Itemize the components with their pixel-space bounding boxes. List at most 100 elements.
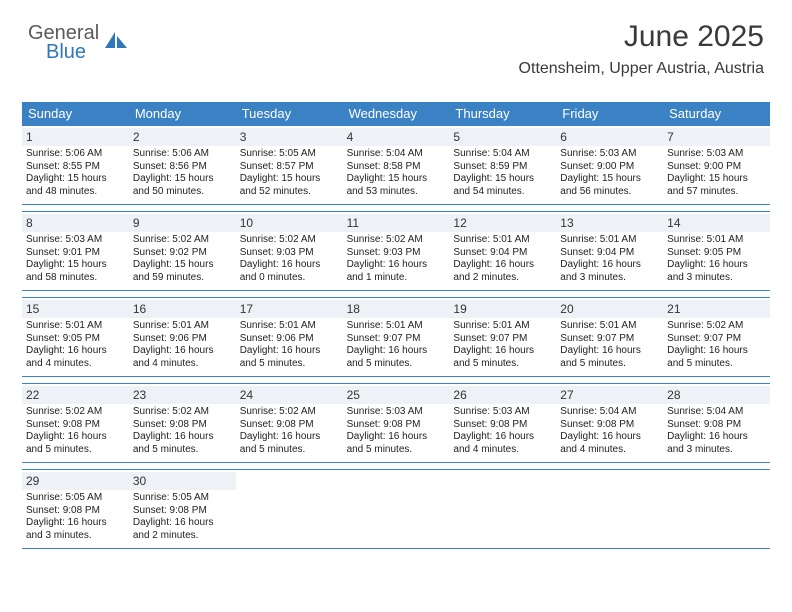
day-number: 24 — [236, 386, 343, 404]
sunset-text: Sunset: 9:08 PM — [26, 505, 125, 518]
sunrise-text: Sunrise: 5:05 AM — [240, 148, 339, 161]
sunset-text: Sunset: 9:06 PM — [133, 333, 232, 346]
sunrise-text: Sunrise: 5:03 AM — [667, 148, 766, 161]
daylight-text: Daylight: 16 hours and 4 minutes. — [560, 431, 659, 456]
sunset-text: Sunset: 9:01 PM — [26, 247, 125, 260]
day-number: 17 — [236, 300, 343, 318]
day-number: 20 — [556, 300, 663, 318]
sunrise-text: Sunrise: 5:01 AM — [560, 320, 659, 333]
day-number: 16 — [129, 300, 236, 318]
day-number: 28 — [663, 386, 770, 404]
day-number: 7 — [663, 128, 770, 146]
day-number: 23 — [129, 386, 236, 404]
day-cell: 30Sunrise: 5:05 AMSunset: 9:08 PMDayligh… — [129, 470, 236, 548]
sunrise-text: Sunrise: 5:01 AM — [347, 320, 446, 333]
daylight-text: Daylight: 16 hours and 3 minutes. — [560, 259, 659, 284]
day-number: 12 — [449, 214, 556, 232]
week-row: 8Sunrise: 5:03 AMSunset: 9:01 PMDaylight… — [22, 211, 770, 291]
sunset-text: Sunset: 9:04 PM — [453, 247, 552, 260]
daylight-text: Daylight: 16 hours and 3 minutes. — [667, 431, 766, 456]
day-cell — [343, 470, 450, 548]
sunrise-text: Sunrise: 5:01 AM — [560, 234, 659, 247]
sunset-text: Sunset: 9:00 PM — [667, 161, 766, 174]
sunrise-text: Sunrise: 5:02 AM — [133, 406, 232, 419]
day-cell: 6Sunrise: 5:03 AMSunset: 9:00 PMDaylight… — [556, 126, 663, 204]
day-cell: 17Sunrise: 5:01 AMSunset: 9:06 PMDayligh… — [236, 298, 343, 376]
sunset-text: Sunset: 9:07 PM — [347, 333, 446, 346]
sunset-text: Sunset: 9:08 PM — [240, 419, 339, 432]
day-cell: 3Sunrise: 5:05 AMSunset: 8:57 PMDaylight… — [236, 126, 343, 204]
day-number: 30 — [129, 472, 236, 490]
daylight-text: Daylight: 15 hours and 54 minutes. — [453, 173, 552, 198]
daylight-text: Daylight: 16 hours and 0 minutes. — [240, 259, 339, 284]
daylight-text: Daylight: 16 hours and 2 minutes. — [453, 259, 552, 284]
daylight-text: Daylight: 16 hours and 2 minutes. — [133, 517, 232, 542]
sunrise-text: Sunrise: 5:03 AM — [453, 406, 552, 419]
daylight-text: Daylight: 16 hours and 4 minutes. — [26, 345, 125, 370]
sunset-text: Sunset: 9:08 PM — [667, 419, 766, 432]
daylight-text: Daylight: 15 hours and 58 minutes. — [26, 259, 125, 284]
sunset-text: Sunset: 8:55 PM — [26, 161, 125, 174]
daylight-text: Daylight: 16 hours and 1 minute. — [347, 259, 446, 284]
sunset-text: Sunset: 9:00 PM — [560, 161, 659, 174]
sunrise-text: Sunrise: 5:04 AM — [347, 148, 446, 161]
weeks-container: 1Sunrise: 5:06 AMSunset: 8:55 PMDaylight… — [22, 125, 770, 549]
daylight-text: Daylight: 15 hours and 59 minutes. — [133, 259, 232, 284]
day-cell: 7Sunrise: 5:03 AMSunset: 9:00 PMDaylight… — [663, 126, 770, 204]
sunrise-text: Sunrise: 5:01 AM — [133, 320, 232, 333]
sunset-text: Sunset: 9:03 PM — [240, 247, 339, 260]
sunset-text: Sunset: 9:08 PM — [133, 419, 232, 432]
sunset-text: Sunset: 9:04 PM — [560, 247, 659, 260]
day-cell: 5 Sunrise: 5:04 AMSunset: 8:59 PMDaylight… — [449, 126, 556, 204]
day-header: Wednesday — [343, 102, 450, 125]
day-cell: 26Sunrise: 5:03 AMSunset: 9:08 PMDayligh… — [449, 384, 556, 462]
day-cell: 8Sunrise: 5:03 AMSunset: 9:01 PMDaylight… — [22, 212, 129, 290]
day-cell: 4Sunrise: 5:04 AMSunset: 8:58 PMDaylight… — [343, 126, 450, 204]
sunrise-text: Sunrise: 5:02 AM — [133, 234, 232, 247]
sunrise-text: Sunrise: 5:04 AM — [453, 148, 552, 161]
page: General Blue June 2025 Ottensheim, Upper… — [0, 0, 792, 612]
day-number: 13 — [556, 214, 663, 232]
sunrise-text: Sunrise: 5:01 AM — [667, 234, 766, 247]
day-cell: 25Sunrise: 5:03 AMSunset: 9:08 PMDayligh… — [343, 384, 450, 462]
day-number: 21 — [663, 300, 770, 318]
logo-word2: Blue — [28, 43, 99, 62]
daylight-text: Daylight: 15 hours and 48 minutes. — [26, 173, 125, 198]
day-header-row: Sunday Monday Tuesday Wednesday Thursday… — [22, 102, 770, 125]
day-cell: 9Sunrise: 5:02 AMSunset: 9:02 PMDaylight… — [129, 212, 236, 290]
sunset-text: Sunset: 8:58 PM — [347, 161, 446, 174]
sunrise-text: Sunrise: 5:06 AM — [26, 148, 125, 161]
daylight-text: Daylight: 15 hours and 53 minutes. — [347, 173, 446, 198]
day-number: 29 — [22, 472, 129, 490]
daylight-text: Daylight: 16 hours and 5 minutes. — [240, 431, 339, 456]
day-cell: 23Sunrise: 5:02 AMSunset: 9:08 PMDayligh… — [129, 384, 236, 462]
sunrise-text: Sunrise: 5:05 AM — [133, 492, 232, 505]
daylight-text: Daylight: 15 hours and 52 minutes. — [240, 173, 339, 198]
logo-text: General Blue — [28, 24, 99, 62]
sunset-text: Sunset: 9:07 PM — [453, 333, 552, 346]
day-header: Tuesday — [236, 102, 343, 125]
calendar: Sunday Monday Tuesday Wednesday Thursday… — [22, 102, 770, 549]
day-cell — [663, 470, 770, 548]
logo-sail-icon — [103, 30, 129, 52]
day-number: 25 — [343, 386, 450, 404]
page-title: June 2025 — [519, 20, 764, 54]
day-cell — [236, 470, 343, 548]
daylight-text: Daylight: 16 hours and 5 minutes. — [560, 345, 659, 370]
sunset-text: Sunset: 8:59 PM — [453, 161, 552, 174]
daylight-text: Daylight: 16 hours and 3 minutes. — [26, 517, 125, 542]
sunrise-text: Sunrise: 5:01 AM — [453, 320, 552, 333]
sunset-text: Sunset: 9:07 PM — [667, 333, 766, 346]
day-header: Sunday — [22, 102, 129, 125]
day-cell: 10Sunrise: 5:02 AMSunset: 9:03 PMDayligh… — [236, 212, 343, 290]
sunset-text: Sunset: 9:05 PM — [667, 247, 766, 260]
sunrise-text: Sunrise: 5:02 AM — [240, 234, 339, 247]
week-row: 29Sunrise: 5:05 AMSunset: 9:08 PMDayligh… — [22, 469, 770, 549]
daylight-text: Daylight: 16 hours and 5 minutes. — [240, 345, 339, 370]
daylight-text: Daylight: 16 hours and 5 minutes. — [453, 345, 552, 370]
day-number: 5 — [449, 128, 556, 146]
daylight-text: Daylight: 16 hours and 5 minutes. — [26, 431, 125, 456]
day-cell: 14Sunrise: 5:01 AMSunset: 9:05 PMDayligh… — [663, 212, 770, 290]
day-number: 26 — [449, 386, 556, 404]
sunrise-text: Sunrise: 5:03 AM — [26, 234, 125, 247]
